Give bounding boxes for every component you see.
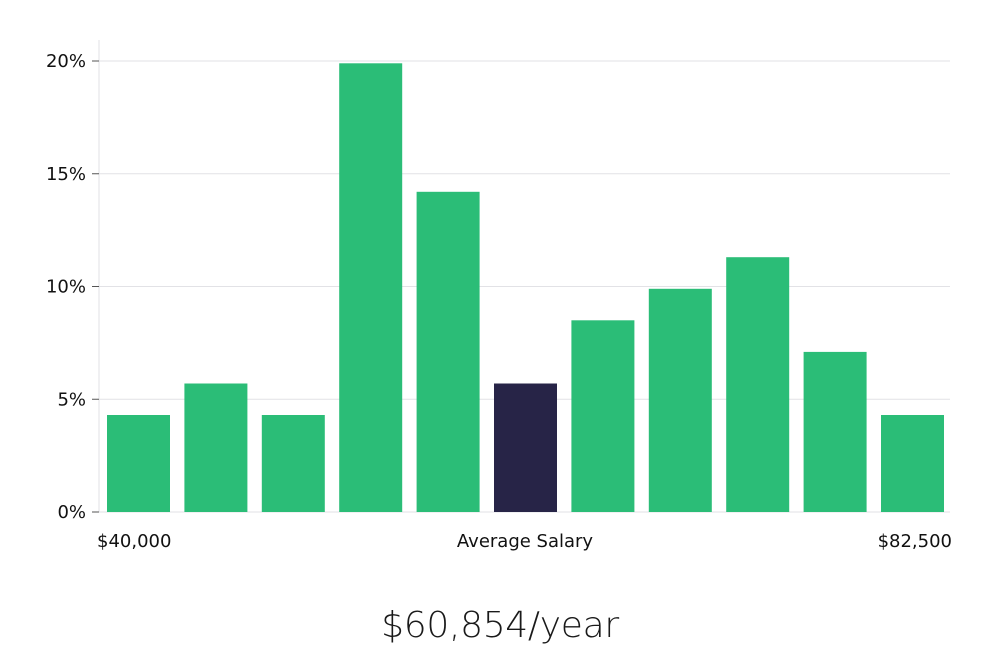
bar-highlighted: [494, 383, 557, 512]
x-axis-min-label: $40,000: [97, 531, 171, 552]
bar: [184, 383, 248, 512]
y-tick-label: 15%: [46, 164, 86, 185]
bars: [107, 63, 944, 513]
y-axis-ticks: 0% 5% 10% 15% 20%: [46, 51, 99, 523]
average-salary-value: $60,854/year: [381, 605, 619, 646]
bar: [261, 415, 325, 512]
x-axis-max-label: $82,500: [878, 531, 952, 552]
bar: [107, 415, 170, 512]
y-tick-label: 5%: [57, 389, 86, 410]
bar: [648, 288, 712, 512]
y-tick-label: 0%: [57, 502, 86, 523]
bar: [339, 63, 403, 513]
y-tick-label: 20%: [46, 51, 86, 72]
bar: [803, 351, 867, 512]
y-tick-label: 10%: [46, 277, 86, 298]
bar: [726, 257, 790, 512]
bar: [881, 415, 944, 512]
bar: [571, 320, 635, 512]
x-axis-title: Average Salary: [457, 531, 594, 552]
bar: [416, 191, 480, 513]
